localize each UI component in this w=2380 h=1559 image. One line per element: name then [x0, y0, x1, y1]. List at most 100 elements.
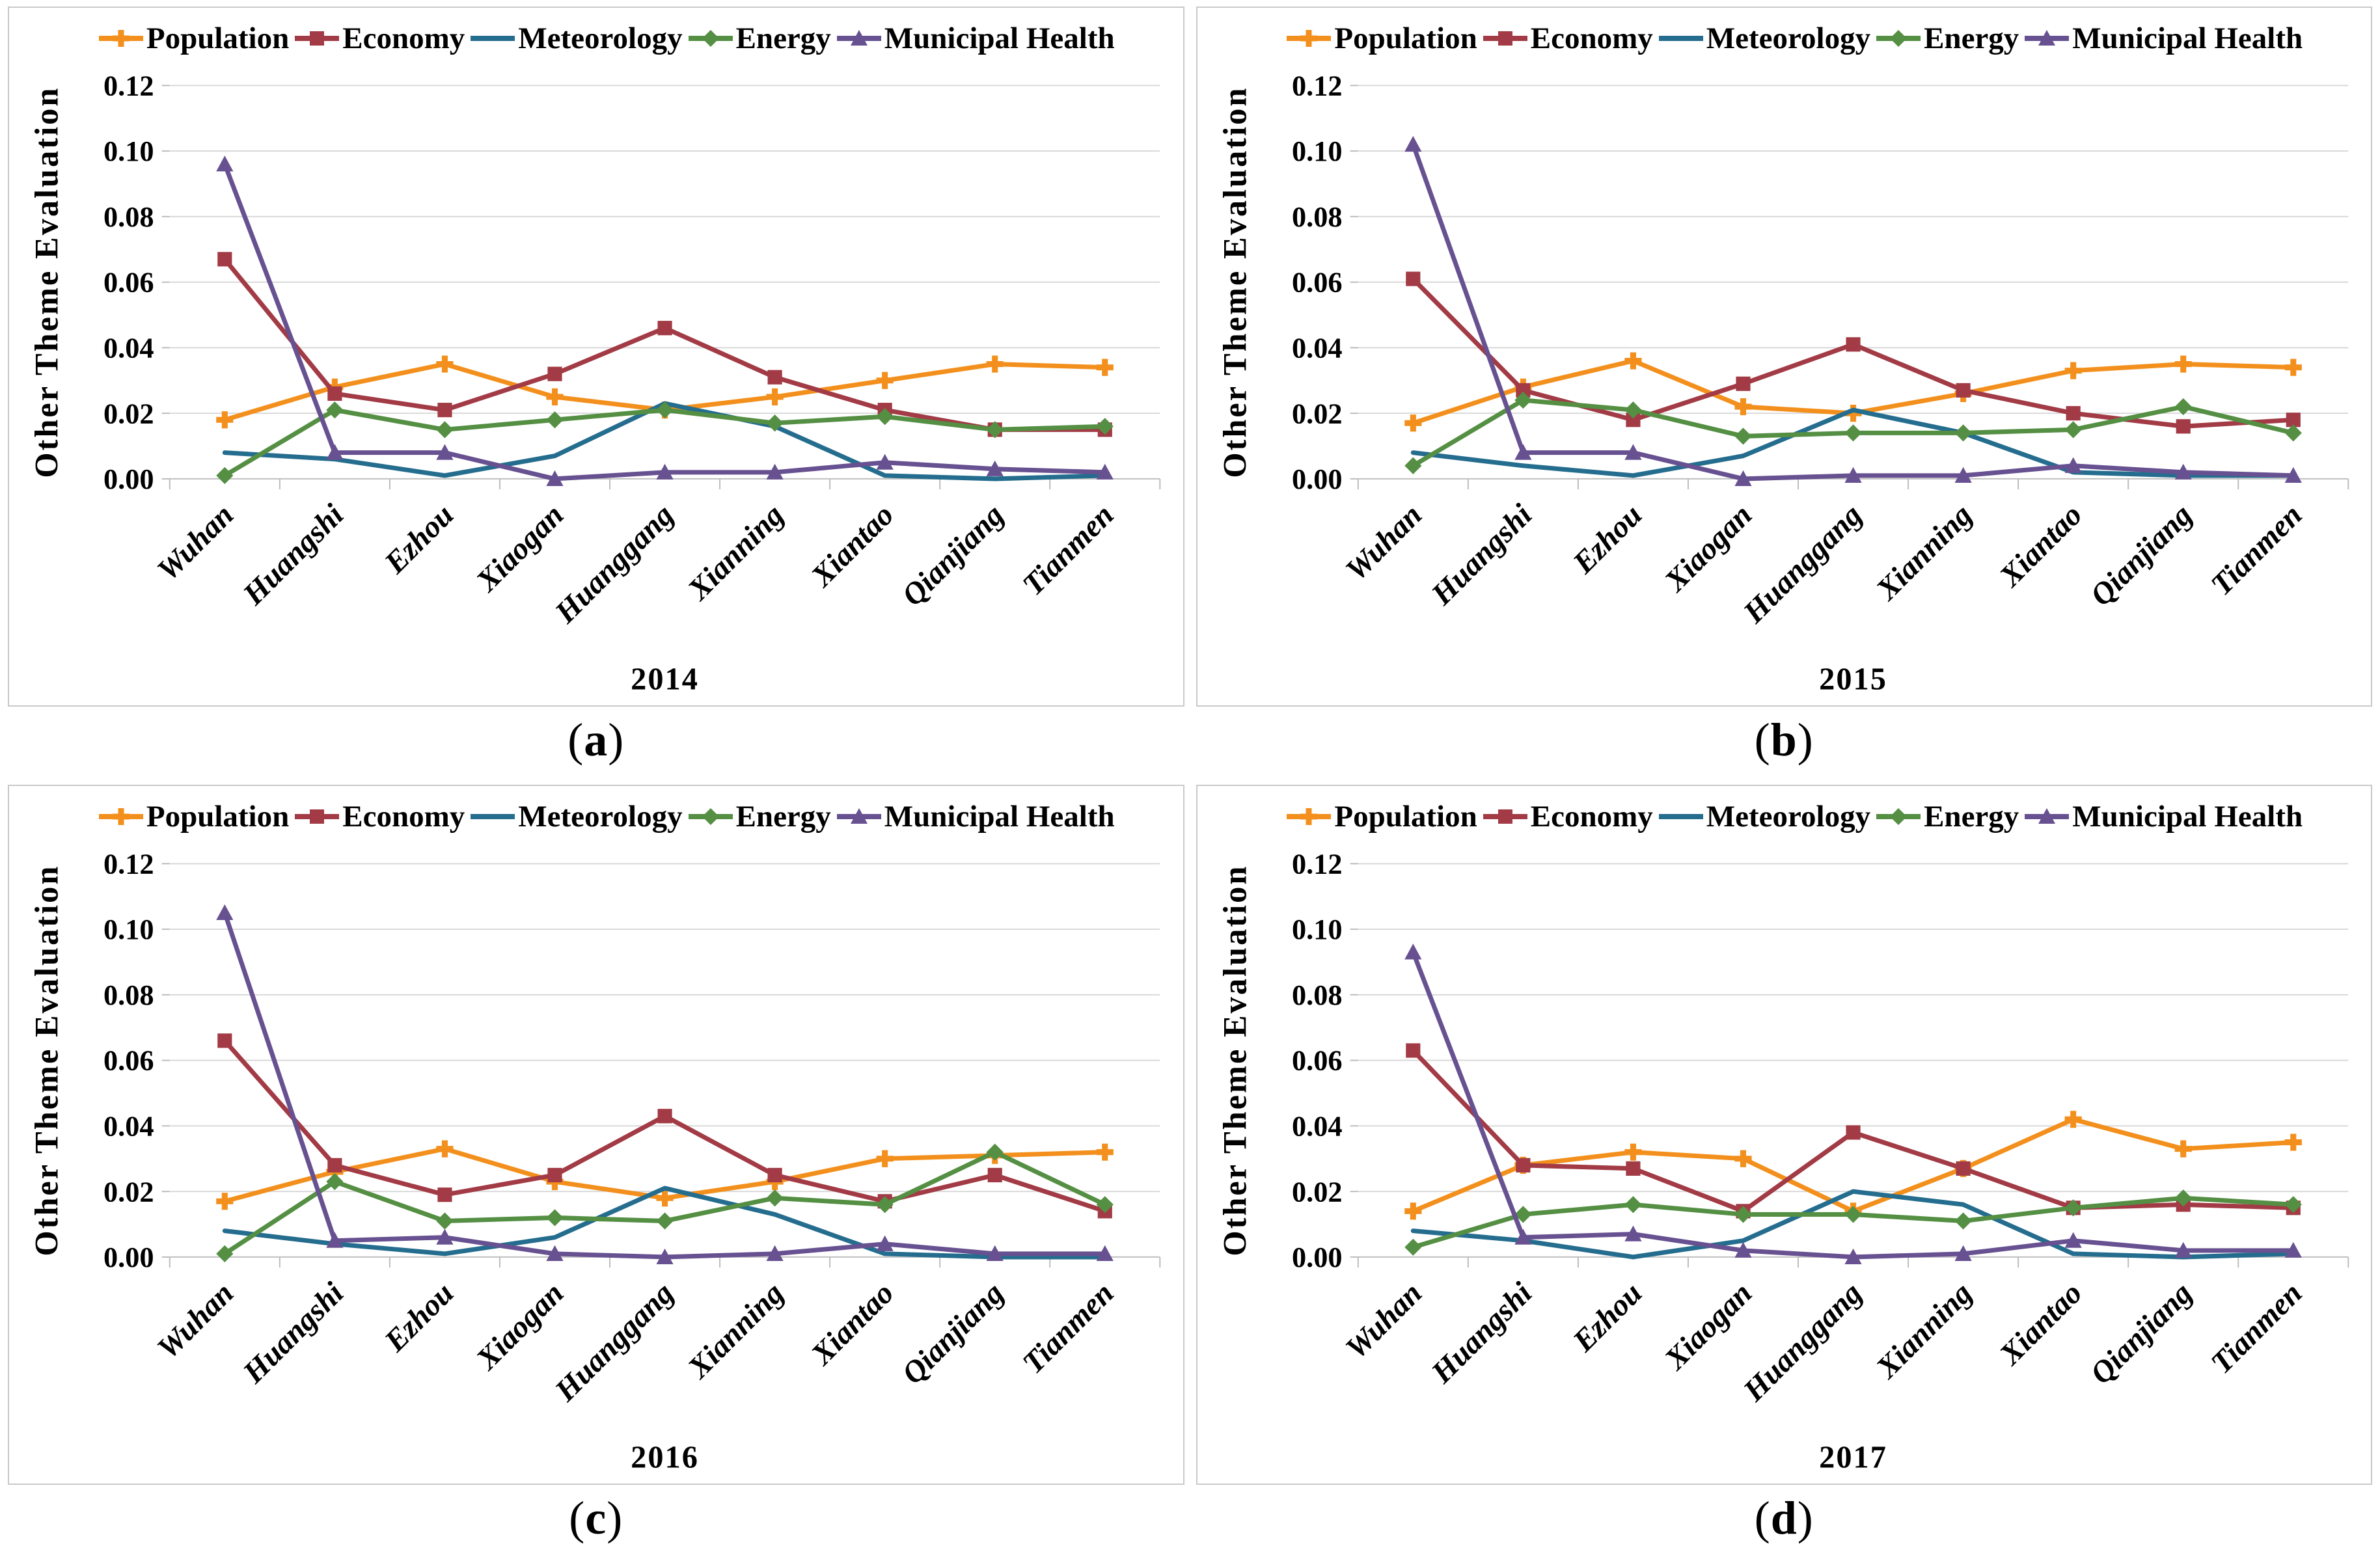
panel-caption-a: (a)	[568, 714, 625, 766]
x-category-label: Qianjiang	[896, 498, 1010, 612]
panel-caption-c: (c)	[569, 1492, 623, 1545]
y-tick-label: 0.02	[1292, 397, 1343, 429]
diamond-marker	[876, 1196, 894, 1213]
legend-item-energy: Energy	[1874, 21, 2019, 56]
square-marker	[217, 252, 232, 267]
triangle-marker	[766, 1245, 784, 1261]
plus-marker	[436, 1140, 454, 1158]
legend-label: Meteorology	[1706, 21, 1871, 55]
diamond-marker	[1514, 1206, 1531, 1223]
triangle-marker	[1404, 943, 1421, 960]
x-axis-ticks	[1357, 1256, 2349, 1268]
figure-cell-c: Population Economy Meteorology Energy Munici…	[8, 785, 1184, 1559]
plus-marker	[1096, 1143, 1114, 1161]
x-category-label: Tianmen	[2204, 498, 2308, 602]
gridlines	[161, 85, 1160, 480]
triangle-marker	[766, 463, 784, 480]
diamond-marker	[656, 1212, 674, 1230]
economy-legend-marker-icon	[295, 31, 340, 46]
diamond-marker	[436, 421, 454, 439]
square-marker	[1845, 1125, 1861, 1140]
triangle-marker	[1844, 467, 1862, 483]
square-marker	[2066, 406, 2081, 421]
y-axis-title: Other Theme Evaluation	[28, 87, 64, 478]
legend-item-economy: Economy	[1481, 21, 1653, 56]
square-marker	[547, 1167, 562, 1183]
x-category-label: Xiantao	[804, 498, 901, 594]
legend-label: Municipal Health	[2072, 800, 2303, 834]
triangle-marker	[656, 1248, 674, 1265]
x-category-label: Qianjiang	[896, 1276, 1010, 1390]
y-tick-label: 0.04	[103, 332, 154, 364]
triangle-marker	[850, 30, 868, 46]
triangle-marker	[436, 1228, 454, 1245]
diamond-marker	[1404, 1238, 1421, 1256]
triangle-marker	[2064, 457, 2082, 473]
legend-item-population: Population	[97, 799, 289, 834]
triangle-marker	[1734, 1241, 1752, 1258]
municipal-health-legend-marker-icon	[2025, 808, 2070, 824]
x-category-label: Wuhan	[151, 1276, 240, 1365]
plus-marker	[2064, 1111, 2082, 1128]
legend-label: Energy	[1924, 800, 2019, 834]
legend-item-meteorology: Meteorology	[469, 21, 683, 56]
square-marker	[1405, 1043, 1420, 1058]
plus-marker	[1300, 30, 1318, 47]
plus-marker	[766, 388, 784, 406]
square-marker	[2176, 419, 2191, 434]
x-category-label: Huanggang	[548, 1276, 680, 1408]
y-tick-label: 0.12	[103, 847, 154, 880]
square-marker	[1625, 413, 1641, 427]
x-category-label: Xiantao	[804, 1276, 901, 1372]
x-category-label: Huanggang	[548, 498, 680, 630]
legend-label: Economy	[1530, 800, 1653, 834]
triangle-marker	[2174, 463, 2192, 480]
square-marker	[310, 31, 325, 46]
series-population	[1404, 352, 2302, 432]
diamond-marker	[1954, 424, 1972, 442]
x-category-label: Ezhou	[378, 1276, 461, 1359]
triangle-marker	[2284, 1241, 2302, 1258]
diamond-marker	[986, 421, 1004, 439]
y-tick-label: 0.08	[1292, 979, 1343, 1011]
x-category-label: Ezhou	[378, 498, 461, 580]
meteorology-legend-marker-icon	[1658, 36, 1703, 41]
chart-legend: Population Economy Meteorology Energy Munici…	[1224, 799, 2365, 834]
legend-item-energy: Energy	[687, 21, 831, 56]
square-marker	[327, 386, 342, 401]
economy-legend-marker-icon	[295, 809, 340, 824]
diamond-marker	[2174, 398, 2192, 416]
square-marker	[1845, 337, 1861, 352]
legend-label: Meteorology	[1706, 800, 1871, 834]
legend-label: Municipal Health	[884, 21, 1115, 55]
plus-marker	[1096, 359, 1114, 376]
plus-marker	[2064, 362, 2082, 379]
x-category-label: Xiantao	[1992, 498, 2088, 594]
legend-label: Economy	[342, 800, 465, 834]
x-category-label: Tianmen	[1017, 498, 1121, 602]
chart-legend: Population Economy Meteorology Energy Munici…	[1224, 21, 2365, 56]
diamond-marker	[326, 1173, 344, 1191]
meteorology-legend-marker-icon	[471, 36, 515, 41]
series-meteorology	[1410, 407, 2295, 478]
diamond-marker	[2284, 1196, 2302, 1213]
chart-legend: Population Economy Meteorology Energy Munici…	[35, 799, 1177, 834]
x-category-label: Wuhan	[1339, 498, 1428, 587]
diamond-marker	[2174, 1189, 2192, 1207]
plus-marker	[876, 1150, 894, 1167]
y-tick-label: 0.04	[1292, 1110, 1343, 1143]
triangle-marker	[986, 1245, 1004, 1261]
legend-item-population: Population	[1285, 799, 1477, 834]
plus-marker	[2284, 359, 2302, 376]
plus-marker	[2284, 1133, 2302, 1151]
chart-svg-b: 0.00 0.02 0.04 0.06 0.08 0.10 0.12 Other Theme …	[1216, 69, 2349, 696]
y-tick-label: 0.02	[103, 397, 154, 429]
diamond-marker	[326, 401, 344, 419]
series-energy	[1404, 391, 2302, 474]
legend-label: Energy	[1924, 21, 2019, 55]
diamond-marker	[1844, 1206, 1862, 1223]
series-economy	[1405, 271, 2301, 434]
series-municipal-health	[216, 156, 1114, 487]
